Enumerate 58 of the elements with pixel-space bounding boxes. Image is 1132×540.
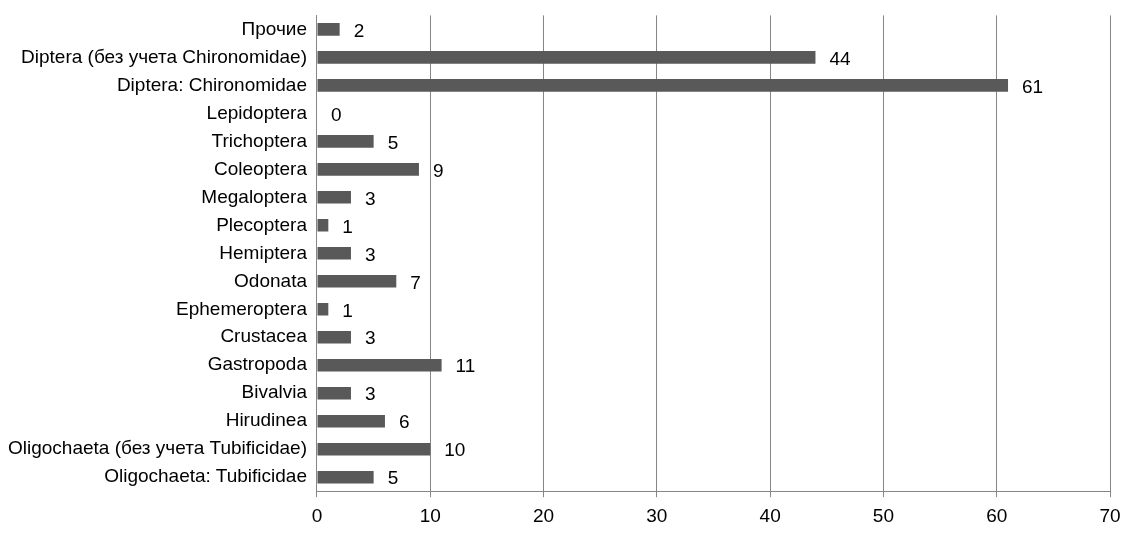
data-label: 11: [455, 355, 476, 377]
data-label: 3: [364, 327, 376, 349]
bar: [317, 247, 351, 260]
data-label: 1: [342, 299, 353, 321]
y-tick-label: Ephemeroptera: [176, 297, 308, 319]
data-label: 6: [398, 411, 410, 433]
bar: [317, 302, 329, 316]
y-tick-label: Hemiptera: [219, 241, 308, 263]
bar: [317, 414, 385, 428]
data-label: 10: [444, 439, 466, 461]
x-tick-label: 60: [986, 504, 1008, 526]
bar: [317, 330, 351, 344]
bar: [317, 274, 397, 288]
y-tick-label: Gastropoda: [207, 353, 308, 375]
data-label: 5: [387, 467, 399, 489]
bar: [317, 23, 340, 36]
data-label: 3: [364, 243, 376, 265]
data-label: 44: [829, 47, 852, 69]
y-tick-label: Plecoptera: [216, 213, 308, 235]
y-tick-label: Odonata: [234, 269, 308, 291]
bar: [317, 219, 329, 232]
bar: [317, 386, 351, 400]
y-tick-label: Oligochaeta (без учета Tubificidae): [7, 437, 307, 459]
y-tick-label: Trichoptera: [211, 129, 308, 151]
bar: [317, 135, 374, 148]
bar: [317, 470, 374, 484]
bar: [317, 358, 442, 372]
y-tick-label: Bivalvia: [241, 381, 308, 403]
y-tick-label: Oligochaeta: Tubificidae: [104, 465, 307, 487]
x-tick-label: 50: [872, 504, 894, 526]
bar: [317, 191, 351, 204]
bar: [317, 442, 431, 456]
data-label: 0: [330, 103, 342, 125]
x-tick-label: 20: [532, 504, 555, 526]
x-tick-label: 10: [419, 504, 441, 526]
data-label: 1: [342, 215, 353, 237]
y-tick-label: Megaloptera: [201, 185, 308, 207]
data-label: 5: [387, 131, 399, 153]
y-tick-label: Diptera: Chironomidae: [116, 73, 307, 95]
y-tick-label: Coleoptera: [214, 157, 308, 179]
bar: [317, 163, 419, 176]
bar: [317, 79, 1009, 92]
y-tick-label: Crustacea: [220, 325, 308, 347]
x-tick-label: 30: [646, 504, 668, 526]
y-tick-label: Прочие: [241, 17, 307, 39]
data-label: 61: [1022, 75, 1044, 97]
x-tick-label: 0: [311, 504, 323, 526]
data-label: 2: [353, 19, 365, 41]
y-tick-label: Hirudinea: [225, 409, 308, 431]
data-label: 3: [364, 383, 376, 405]
y-tick-label: Diptera (без учета Chironomidae): [21, 45, 307, 67]
bar: [317, 51, 816, 64]
y-tick-label: Lepidoptera: [206, 101, 308, 123]
x-tick-label: 70: [1099, 504, 1121, 526]
data-label: 3: [364, 187, 376, 209]
data-label: 9: [432, 159, 444, 181]
data-label: 7: [410, 271, 421, 293]
x-tick-label: 40: [759, 504, 781, 526]
